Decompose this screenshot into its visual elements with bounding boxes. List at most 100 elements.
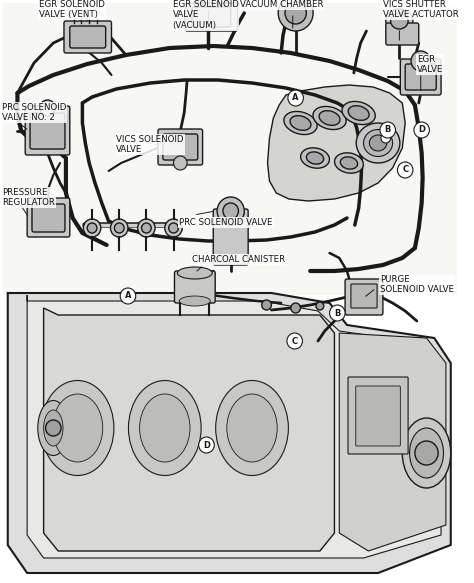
Ellipse shape	[177, 267, 212, 279]
Ellipse shape	[44, 410, 63, 446]
FancyBboxPatch shape	[174, 271, 215, 303]
Circle shape	[290, 92, 301, 104]
Ellipse shape	[128, 381, 201, 476]
Circle shape	[397, 162, 413, 178]
Text: PURGE
SOLENOID VALVE: PURGE SOLENOID VALVE	[380, 275, 454, 294]
FancyBboxPatch shape	[64, 21, 111, 53]
Circle shape	[329, 305, 345, 321]
Text: VICS SHUTTER
VALVE ACTUATOR: VICS SHUTTER VALVE ACTUATOR	[383, 0, 459, 19]
Text: EGR SOLENOID
VALVE
(VACUUM): EGR SOLENOID VALVE (VACUUM)	[173, 0, 238, 30]
Polygon shape	[267, 85, 405, 201]
Ellipse shape	[391, 13, 408, 29]
Polygon shape	[44, 308, 335, 551]
FancyBboxPatch shape	[30, 113, 65, 149]
Circle shape	[415, 441, 438, 465]
Circle shape	[414, 122, 429, 138]
Ellipse shape	[52, 394, 103, 462]
Circle shape	[288, 90, 303, 106]
Circle shape	[199, 437, 214, 453]
Text: B: B	[334, 308, 340, 318]
Ellipse shape	[38, 401, 69, 455]
FancyBboxPatch shape	[351, 284, 377, 308]
Ellipse shape	[319, 111, 340, 125]
Circle shape	[381, 133, 391, 143]
Ellipse shape	[306, 152, 324, 164]
FancyBboxPatch shape	[345, 279, 383, 315]
Ellipse shape	[216, 381, 288, 476]
Polygon shape	[339, 333, 446, 551]
Ellipse shape	[356, 123, 400, 163]
Ellipse shape	[290, 115, 311, 131]
Ellipse shape	[284, 111, 317, 135]
Text: A: A	[125, 292, 131, 300]
Circle shape	[83, 219, 101, 237]
Circle shape	[411, 51, 430, 71]
FancyBboxPatch shape	[401, 59, 441, 95]
Ellipse shape	[179, 296, 210, 306]
FancyBboxPatch shape	[70, 26, 106, 48]
FancyBboxPatch shape	[158, 129, 202, 165]
Ellipse shape	[348, 106, 369, 120]
Circle shape	[169, 223, 178, 233]
Text: EGR SOLENOID
VALVE (VENT): EGR SOLENOID VALVE (VENT)	[39, 0, 105, 19]
FancyBboxPatch shape	[356, 386, 401, 446]
Circle shape	[40, 100, 55, 116]
Ellipse shape	[139, 394, 190, 462]
Text: D: D	[418, 125, 425, 135]
Text: A: A	[292, 93, 299, 103]
Circle shape	[278, 0, 313, 31]
Ellipse shape	[301, 148, 329, 168]
Circle shape	[380, 122, 395, 138]
FancyBboxPatch shape	[213, 209, 248, 265]
FancyBboxPatch shape	[27, 198, 70, 237]
Text: PRC SOLENOID VALVE: PRC SOLENOID VALVE	[179, 218, 273, 227]
Circle shape	[316, 302, 324, 310]
FancyBboxPatch shape	[386, 23, 419, 45]
FancyBboxPatch shape	[185, 3, 237, 31]
Circle shape	[291, 303, 301, 313]
Circle shape	[173, 156, 187, 170]
Ellipse shape	[364, 129, 392, 156]
Ellipse shape	[340, 157, 357, 169]
Circle shape	[285, 2, 306, 24]
Bar	[3, 3, 456, 295]
Text: VICS SOLENOID
VALVE: VICS SOLENOID VALVE	[116, 135, 184, 154]
Circle shape	[287, 333, 302, 349]
Text: VACUUM CHAMBER: VACUUM CHAMBER	[240, 0, 324, 9]
Circle shape	[46, 420, 61, 436]
Circle shape	[110, 219, 128, 237]
Ellipse shape	[410, 428, 444, 478]
Circle shape	[87, 223, 97, 233]
Text: PRESSURE
REGULATOR: PRESSURE REGULATOR	[2, 188, 55, 208]
Text: PRC SOLENOID
VALVE NO. 2: PRC SOLENOID VALVE NO. 2	[2, 103, 66, 122]
Text: B: B	[384, 125, 391, 135]
Text: C: C	[292, 336, 298, 346]
Ellipse shape	[282, 0, 309, 9]
FancyBboxPatch shape	[405, 64, 436, 90]
FancyBboxPatch shape	[25, 106, 70, 155]
Ellipse shape	[386, 9, 413, 33]
Text: CHARCOAL CANISTER: CHARCOAL CANISTER	[192, 255, 285, 264]
Ellipse shape	[369, 135, 387, 151]
FancyBboxPatch shape	[348, 377, 408, 454]
Ellipse shape	[313, 107, 346, 129]
Circle shape	[120, 288, 136, 304]
Polygon shape	[27, 295, 441, 558]
Polygon shape	[8, 293, 451, 573]
Circle shape	[223, 203, 238, 219]
Circle shape	[142, 223, 151, 233]
Circle shape	[137, 219, 155, 237]
Ellipse shape	[342, 101, 375, 125]
FancyBboxPatch shape	[192, 7, 231, 27]
Text: D: D	[203, 441, 210, 449]
Ellipse shape	[402, 418, 451, 488]
Ellipse shape	[227, 394, 277, 462]
Circle shape	[114, 223, 124, 233]
Text: EGR
VALVE: EGR VALVE	[417, 55, 443, 75]
Circle shape	[217, 197, 244, 225]
Circle shape	[165, 219, 182, 237]
Ellipse shape	[335, 153, 364, 173]
Text: C: C	[402, 166, 408, 174]
Circle shape	[262, 300, 272, 310]
FancyBboxPatch shape	[163, 134, 198, 160]
